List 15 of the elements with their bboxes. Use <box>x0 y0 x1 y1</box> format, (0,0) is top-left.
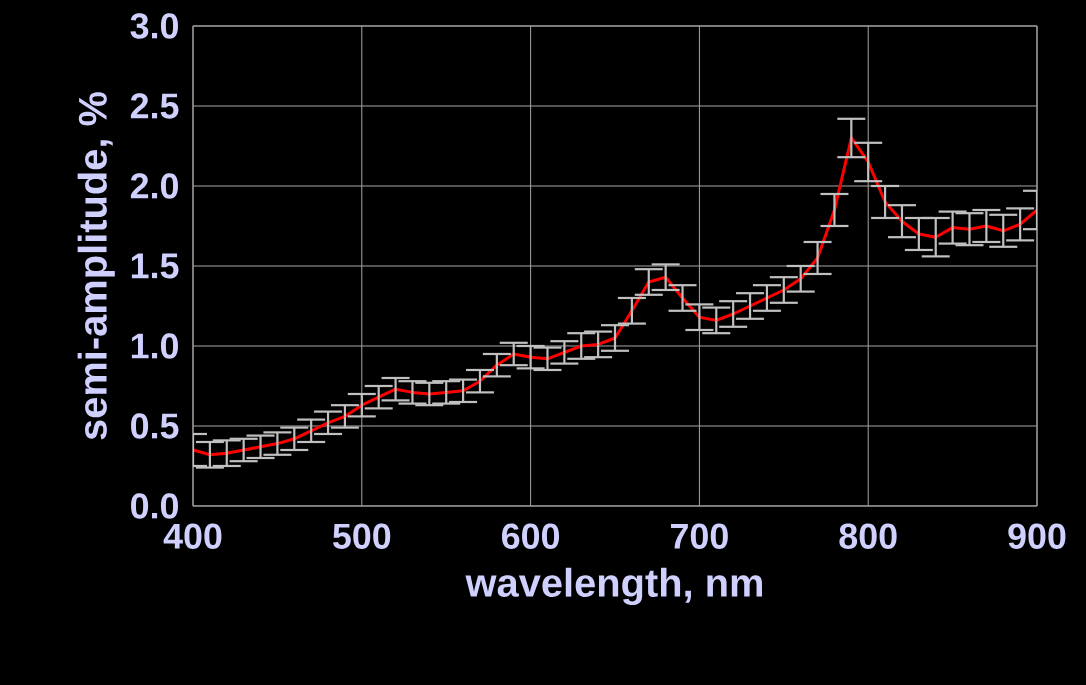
x-tick-label: 800 <box>839 523 897 549</box>
x-axis-title: wavelength, nm <box>465 567 762 606</box>
y-tick-label: 1.0 <box>131 333 179 359</box>
y-axis-title: semi-amplitude, % <box>77 92 115 440</box>
x-tick-label: 400 <box>163 523 222 549</box>
y-tick-label: 1.5 <box>131 253 179 279</box>
x-tick-label: 500 <box>333 523 391 549</box>
y-tick-label: 0.5 <box>131 413 179 439</box>
y-tick-label: 0.0 <box>131 493 179 519</box>
y-tick-label: 2.5 <box>130 93 179 119</box>
x-tick-label: 700 <box>671 523 728 549</box>
y-tick-label: 2.0 <box>130 173 179 199</box>
x-tick-label: 600 <box>502 523 560 549</box>
y-tick-label: 3.0 <box>130 13 179 39</box>
x-tick-label: 900 <box>1008 523 1066 549</box>
